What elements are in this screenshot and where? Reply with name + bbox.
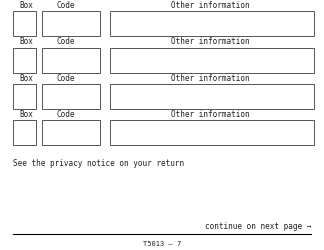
Bar <box>42 48 100 72</box>
Text: Box: Box <box>20 37 34 46</box>
Bar <box>110 84 314 109</box>
Bar <box>110 48 314 72</box>
Text: Other information: Other information <box>171 74 250 82</box>
Bar <box>110 11 314 36</box>
Text: Other information: Other information <box>171 110 250 119</box>
Bar <box>13 48 36 72</box>
Bar <box>13 120 36 145</box>
Text: See the privacy notice on your return: See the privacy notice on your return <box>13 159 184 168</box>
Text: Code: Code <box>57 37 75 46</box>
Bar <box>13 84 36 109</box>
Text: Code: Code <box>57 74 75 82</box>
Bar <box>110 120 314 145</box>
Text: T5013 – 7: T5013 – 7 <box>143 242 181 248</box>
Text: Code: Code <box>57 1 75 10</box>
Text: Code: Code <box>57 110 75 119</box>
Text: continue on next page →: continue on next page → <box>205 222 311 231</box>
Bar <box>42 84 100 109</box>
Bar <box>13 11 36 36</box>
Bar <box>42 11 100 36</box>
Text: Other information: Other information <box>171 37 250 46</box>
Text: Box: Box <box>20 74 34 82</box>
Text: Box: Box <box>20 110 34 119</box>
Text: Box: Box <box>20 1 34 10</box>
Text: Other information: Other information <box>171 1 250 10</box>
Bar <box>42 120 100 145</box>
